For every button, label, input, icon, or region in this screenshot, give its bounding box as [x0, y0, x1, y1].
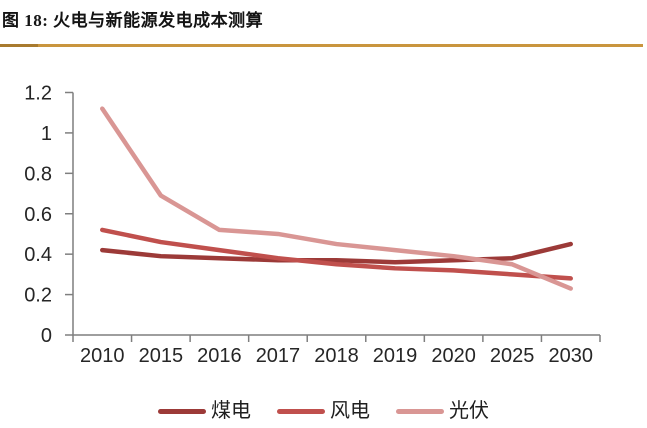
x-axis-label: 2018 [314, 345, 359, 367]
x-axis-label: 2025 [490, 345, 535, 367]
title-divider [0, 44, 643, 47]
legend-label: 光伏 [449, 400, 489, 422]
legend-label: 风电 [330, 400, 370, 422]
x-axis-label: 2016 [197, 345, 242, 367]
x-axis-label: 2015 [139, 345, 184, 367]
series-line-风电 [100, 227, 573, 281]
y-axis-label: 0.2 [24, 285, 52, 307]
legend-swatch-风电 [277, 408, 325, 414]
x-axis-label: 2019 [373, 345, 418, 367]
y-axis-label: 1.2 [24, 83, 52, 105]
series-line-煤电 [100, 241, 573, 265]
legend-item-煤电: 煤电 [158, 401, 251, 421]
x-axis-label: 2030 [548, 345, 593, 367]
x-axis-label: 2020 [431, 345, 476, 367]
series-line-光伏 [100, 106, 573, 291]
legend-swatch-煤电 [158, 408, 206, 414]
legend: 煤电 风电 光伏 [0, 397, 647, 425]
legend-label: 煤电 [211, 400, 251, 422]
y-axis-label: 1 [41, 123, 52, 145]
legend-swatch-光伏 [396, 408, 444, 414]
y-axis-label: 0.4 [24, 244, 52, 266]
x-axis-label: 2017 [256, 345, 301, 367]
figure-title: 图 18: 火电与新能源发电成本测算 [2, 11, 264, 30]
cost-line-chart: 0 0.2 0.4 0.6 0.8 1 1.2 2010 2015 2016 2017 2018 201… [24, 83, 601, 367]
legend-item-光伏: 光伏 [396, 401, 489, 421]
x-axis-label: 2010 [80, 345, 125, 367]
y-axis-label: 0.6 [24, 204, 52, 226]
y-axis-label: 0 [41, 325, 52, 347]
title-divider-tip [0, 44, 38, 47]
legend-item-风电: 风电 [277, 401, 370, 421]
axes [72, 92, 600, 336]
y-axis-label: 0.8 [24, 163, 52, 185]
